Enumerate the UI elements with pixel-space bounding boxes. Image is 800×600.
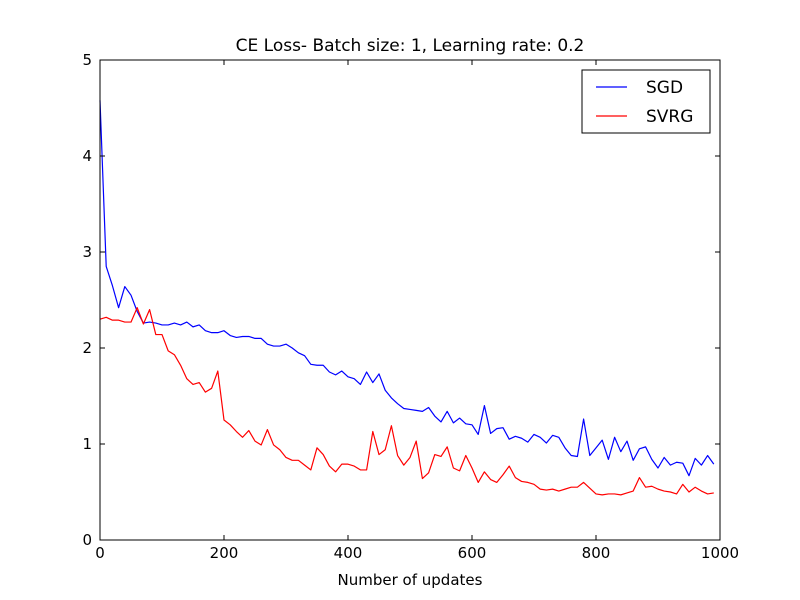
x-tick-label: 800 <box>582 544 611 562</box>
x-tick-label: 1000 <box>701 544 739 562</box>
y-tick-label: 3 <box>82 243 92 261</box>
plot-frame <box>99 59 721 541</box>
legend-label-sgd: SGD <box>646 78 683 98</box>
y-tick-label: 2 <box>82 339 92 357</box>
legend-label-svrg: SVRG <box>646 107 693 127</box>
plot-area: 0 200 400 600 800 1000 0 1 2 3 4 5 <box>82 51 739 562</box>
y-tick-label: 5 <box>82 51 92 69</box>
ticks-layer: 0 200 400 600 800 1000 0 1 2 3 4 5 <box>82 51 739 562</box>
series-layer <box>99 100 715 496</box>
x-tick-label: 0 <box>95 544 105 562</box>
x-tick-label: 400 <box>334 544 363 562</box>
x-tick-label: 600 <box>458 544 487 562</box>
x-tick-label: 200 <box>210 544 239 562</box>
chart-title: CE Loss- Batch size: 1, Learning rate: 0… <box>236 36 585 56</box>
series-line-sgd <box>99 100 715 477</box>
y-tick-label: 0 <box>82 531 92 549</box>
y-tick-label: 1 <box>82 435 92 453</box>
legend: SGD SVRG <box>581 69 711 134</box>
y-tick-label: 4 <box>82 147 92 165</box>
legend-box <box>581 69 711 134</box>
series-line-svrg <box>99 307 714 496</box>
x-axis-label: Number of updates <box>338 571 483 589</box>
